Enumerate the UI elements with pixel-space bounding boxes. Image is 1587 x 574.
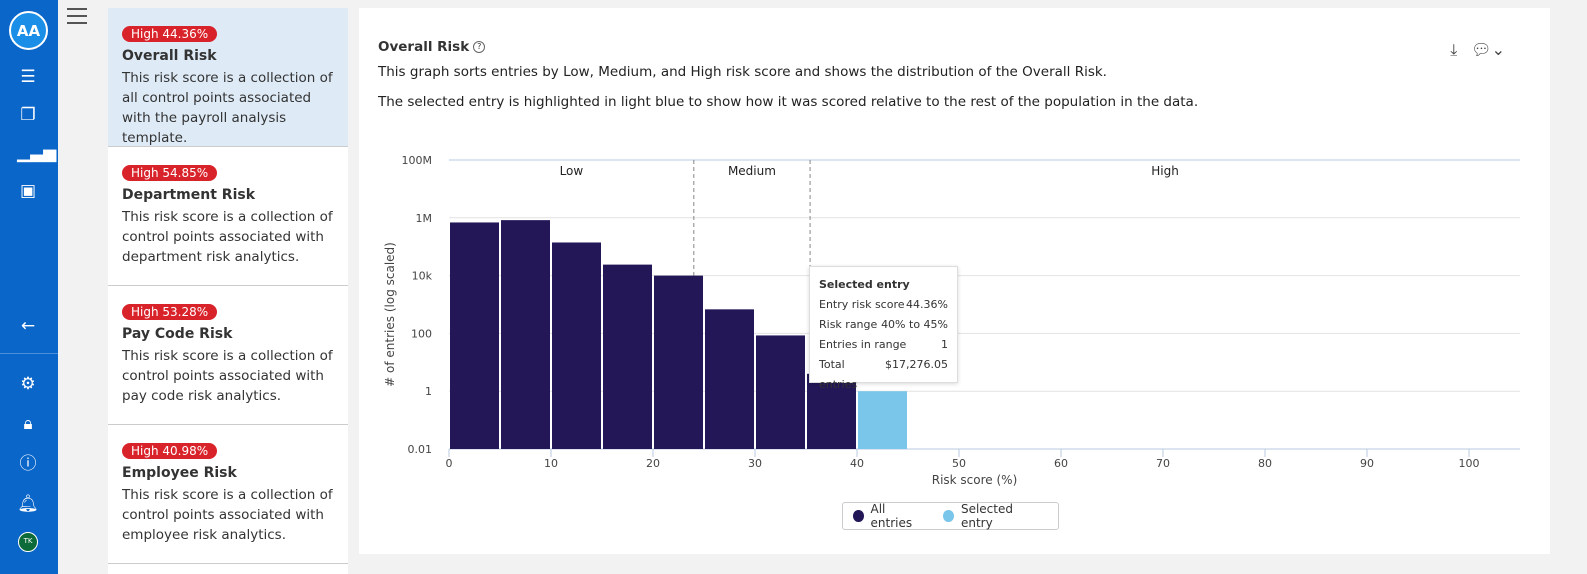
histogram-bar [552,242,601,449]
x-tick-label: 50 [952,457,966,470]
x-axis-label: Risk score (%) [932,473,1018,487]
risk-card-overall[interactable]: High 44.36% Overall Risk This risk score… [108,8,348,147]
card-description: This risk score is a collection of contr… [122,348,333,404]
histogram-bar [807,373,856,449]
x-tick-label: 0 [446,457,453,470]
card-title: Pay Code Risk [122,326,233,342]
chart-legend: All entries Selected entry [842,502,1059,530]
download-icon[interactable]: ⤓ [1450,40,1458,59]
panel-description: This graph sorts entries by Low, Medium,… [378,64,1107,80]
x-tick-label: 10 [544,457,558,470]
y-axis-label: # of entries (log scaled) [383,242,397,387]
selected-entry-tooltip: Selected entry Entry risk score 44.36% Ri… [809,266,958,391]
tooltip-label: Total entries [819,358,858,391]
x-tick-label: 90 [1360,457,1374,470]
server-icon[interactable]: ☰ [20,67,36,87]
tooltip-value: 40% to 45% [881,318,948,331]
risk-badge: High 54.85% [122,165,218,181]
y-tick-label: 100M [402,154,433,167]
tooltip-label: Entries in range [819,338,907,351]
hamburger-menu-icon[interactable] [67,8,87,24]
legend-item-selected[interactable]: Selected entry [943,502,1038,530]
risk-card-employee[interactable]: High 40.98% Employee Risk This risk scor… [108,425,348,564]
card-title: Employee Risk [122,465,237,481]
reports-icon[interactable]: ▣ [19,181,37,201]
risk-badge: High 53.28% [122,304,218,320]
help-icon[interactable]: ? [473,41,486,53]
gear-icon[interactable]: ⚙ [20,374,36,394]
x-tick-label: 30 [748,457,762,470]
left-nav: AA ☰ ❐ ▁▃▅ ▣ ← ⚙ 🔒︎ ⓘ 🔔︎ TK [0,0,58,574]
risk-badge: High 44.36% [122,26,218,42]
legend-swatch [853,510,864,522]
x-tick-label: 40 [850,457,864,470]
documents-icon[interactable]: ❐ [20,105,36,125]
card-description: This risk score is a collection of contr… [122,209,333,265]
help-icon[interactable]: ⓘ [19,454,37,474]
risk-card-list: High 44.36% Overall Risk This risk score… [108,8,348,574]
arrow-left-icon[interactable]: ← [20,316,36,336]
y-tick-label: 0.01 [408,443,433,456]
legend-label: All entries [870,502,913,530]
panel-title-text: Overall Risk [378,39,470,55]
risk-card-department[interactable]: High 54.85% Department Risk This risk sc… [108,147,348,286]
risk-badge: High 40.98% [122,443,218,459]
y-tick-label: 10k [412,270,433,283]
tooltip-value: 1 [941,338,948,351]
legend-item-all[interactable]: All entries [853,502,923,530]
tooltip-label: Risk range [819,318,878,331]
panel-description-2: The selected entry is highlighted in lig… [378,94,1199,110]
bell-icon[interactable]: 🔔︎ [17,494,39,514]
tooltip-label: Entry risk score [819,298,905,311]
tooltip-row: Risk range 40% to 45% [819,315,948,335]
selected-bar [858,391,907,449]
panel-tools: ⤓ 💬︎⌄ [1436,40,1505,60]
tooltip-title: Selected entry [819,278,910,291]
legend-label: Selected entry [960,502,1013,530]
tooltip-value: $17,276.05 [885,358,948,371]
x-tick-label: 100 [1459,457,1480,470]
x-tick-label: 20 [646,457,660,470]
y-tick-label: 1M [416,212,433,225]
card-title: Overall Risk [122,48,217,64]
tooltip-row: Total entries $17,276.05 [819,355,948,395]
card-description: This risk score is a collection of all c… [122,70,333,146]
x-tick-label: 60 [1054,457,1068,470]
histogram-bar [705,309,754,449]
avatar[interactable]: TK [18,532,38,552]
tooltip-row: Entry risk score 44.36% [819,295,948,315]
card-title: Department Risk [122,187,256,203]
region-label: Low [560,164,584,178]
histogram-bar [450,222,499,449]
region-label: High [1151,164,1179,178]
histogram-bar [603,264,652,449]
app-logo[interactable]: AA [9,11,48,50]
risk-card-pay-code[interactable]: High 53.28% Pay Code Risk This risk scor… [108,286,348,425]
x-tick-label: 80 [1258,457,1272,470]
histogram-bar [501,220,550,449]
tooltip-row: Entries in range 1 [819,335,948,355]
panel-title: Overall Risk? [378,39,486,55]
lock-icon[interactable]: 🔒︎ [23,414,33,434]
comment-icon[interactable]: 💬︎⌄ [1471,40,1505,59]
histogram-bar [756,335,805,449]
nav-divider [0,353,58,354]
tooltip-value: 44.36% [906,298,948,311]
card-description: This risk score is a collection of contr… [122,487,333,543]
histogram-bar [654,275,703,449]
x-tick-label: 70 [1156,457,1170,470]
region-label: Medium [728,164,776,178]
y-tick-label: 100 [411,327,432,340]
legend-swatch [943,510,954,522]
y-tick-label: 1 [425,385,432,398]
